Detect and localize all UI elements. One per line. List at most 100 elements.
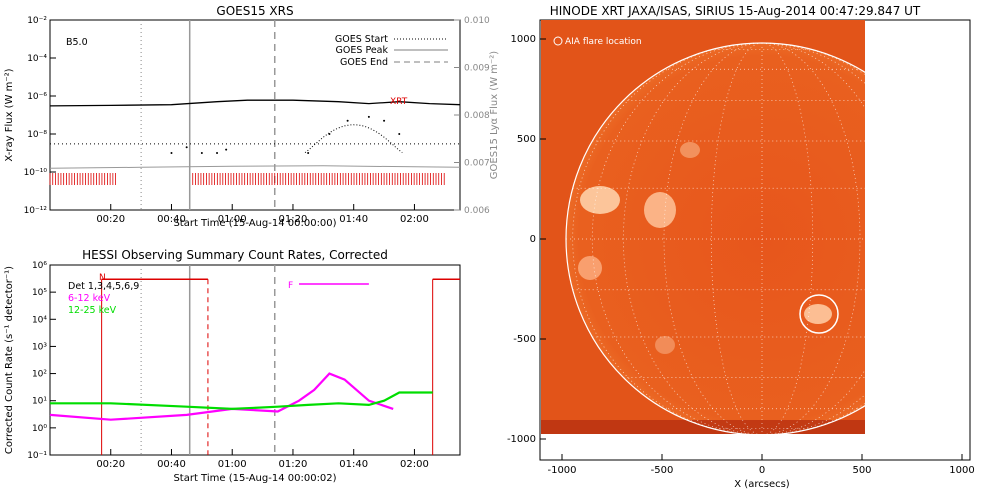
active-region-flare xyxy=(804,304,832,324)
xrt-x-tick-label: 500 xyxy=(852,465,871,476)
goes-x-tick-label: 01:00 xyxy=(218,214,247,225)
hessi-x-tick-label: 01:00 xyxy=(218,459,247,470)
goes-dot-point xyxy=(185,146,188,149)
xrt-x-tick-label: 0 xyxy=(759,465,765,476)
hessi-y-tick-label: 10⁰ xyxy=(32,424,47,434)
goes-y-tick-label: 10⁻¹² xyxy=(24,206,48,216)
goes-title: GOES15 XRS xyxy=(216,4,293,18)
hessi-series-12-25keV xyxy=(50,391,433,411)
goes-xlabel: Start Time (15-Aug-14 00:00:00) xyxy=(173,218,336,229)
active-region-1 xyxy=(580,186,620,214)
hessi-y-tick-label: 10⁴ xyxy=(32,315,47,325)
goes-plot-area xyxy=(49,20,461,210)
goes-legend-peak: GOES Peak xyxy=(336,45,389,56)
hessi-y-ticks: 10⁶ 10⁵ 10⁴ 10³ 10² 10¹ 10⁰ 10⁻¹ xyxy=(27,261,56,461)
hessi-y-tick-label: 10³ xyxy=(32,342,47,352)
goes-dot-point xyxy=(383,119,386,122)
active-region-2 xyxy=(644,192,676,228)
hessi-y-tick-label: 10¹ xyxy=(32,397,47,407)
goes-y-tick-label: 10⁻⁴ xyxy=(27,54,47,64)
goes-dot-point xyxy=(200,152,203,154)
xrt-title: HINODE XRT JAXA/ISAS, SIRIUS 15-Aug-2014… xyxy=(550,4,921,18)
hessi-y-tick-label: 10² xyxy=(32,370,47,380)
goes-class-label: B5.0 xyxy=(66,37,88,48)
grid-longitude xyxy=(663,42,763,434)
hessi-n-label: N xyxy=(99,273,106,283)
goes-legend-start: GOES Start xyxy=(335,34,388,45)
goes-dot-point xyxy=(307,152,310,154)
hessi-f-label: F xyxy=(288,281,293,291)
hessi-x-tick-label: 01:40 xyxy=(339,459,368,470)
hessi-x-tick-label: 00:20 xyxy=(96,459,125,470)
goes-xrt-series xyxy=(49,99,461,107)
hessi-y-tick-label: 10⁻¹ xyxy=(27,451,47,461)
xrt-x-ticks: -1000 -500 0 500 1000 xyxy=(547,454,975,476)
goes-dot-point xyxy=(398,133,401,135)
goes-ylabel-left: X-ray Flux (W m⁻²) xyxy=(4,68,15,161)
goes-legend: GOES Start GOES Peak GOES End xyxy=(335,34,448,68)
active-region-5 xyxy=(655,336,675,354)
goes-x-tick-label: 00:20 xyxy=(96,214,125,225)
hessi-legend-6-12: 6-12 keV xyxy=(68,293,111,304)
goes-lya-series xyxy=(49,165,461,169)
goes-x-tick-label: 00:40 xyxy=(157,214,186,225)
goes-y-tick-right-label: 0.009 xyxy=(464,64,490,74)
grid-longitude xyxy=(623,42,763,434)
hessi-axes-box xyxy=(49,264,461,456)
solar-limb xyxy=(565,42,959,436)
goes-axes-box xyxy=(49,19,461,211)
goes-dot-point xyxy=(367,115,370,118)
hessi-y-tick-label: 10⁵ xyxy=(32,288,47,298)
xrt-x-tick-label: -1000 xyxy=(547,465,576,476)
xrt-bottom-band xyxy=(541,420,865,434)
hessi-legend-det: Det 1,3,4,5,6,9 xyxy=(68,281,139,292)
xrt-y-tick-label: 500 xyxy=(517,134,536,145)
goes-x-tick-label: 01:20 xyxy=(279,214,308,225)
xrt-x-tick-label: 1000 xyxy=(949,465,974,476)
xrt-y-tick-label: -500 xyxy=(513,334,536,345)
active-region-3 xyxy=(578,256,602,280)
goes-y-tick-right-label: 0.006 xyxy=(464,206,490,216)
goes-y-tick-label: 10⁻⁶ xyxy=(27,92,47,102)
goes-xray-bump xyxy=(304,124,403,153)
hessi-legend-12-25: 12-25 keV xyxy=(68,305,117,316)
goes-y-tick-label: 10⁻² xyxy=(27,16,47,26)
goes-dot-point xyxy=(170,152,173,154)
aia-legend-circle xyxy=(553,36,563,46)
goes-dot-point xyxy=(216,152,219,154)
hessi-legend: Det 1,3,4,5,6,9 6-12 keV 12-25 keV xyxy=(68,281,139,316)
aia-flare-circle xyxy=(799,294,839,334)
goes-x-tick-label: 01:40 xyxy=(339,214,368,225)
xrt-y-ticks: 1000 500 0 -500 -1000 xyxy=(507,34,546,445)
xrt-image xyxy=(541,20,865,434)
hessi-ylabel: Corrected Count Rate (s⁻¹ detector⁻¹) xyxy=(4,266,15,454)
goes-ylabel-right: GOES15 Lyα Flux (W m⁻²) xyxy=(489,51,500,179)
goes-xrt-label: XRT xyxy=(390,97,408,107)
hessi-x-ticks: 00:20 00:40 01:00 01:20 01:40 02:00 xyxy=(96,449,429,470)
xrt-y-tick-label: 1000 xyxy=(511,34,536,45)
xrt-xlabel: X (arcsecs) xyxy=(734,479,790,490)
goes-legend-end: GOES End xyxy=(340,57,388,68)
xrt-x-tick-label: -500 xyxy=(651,465,674,476)
aia-label: AIA flare location xyxy=(565,37,642,47)
goes-x-tick-label: 02:00 xyxy=(400,214,429,225)
hessi-x-tick-label: 02:00 xyxy=(400,459,429,470)
goes-dot-point xyxy=(346,119,349,122)
goes-y-tick-label: 10⁻⁸ xyxy=(27,130,47,140)
hessi-xlabel: Start Time (15-Aug-14 00:00:02) xyxy=(173,473,336,484)
goes-y-ticks-left: 10⁻² 10⁻⁴ 10⁻⁶ 10⁻⁸ 10⁻¹⁰ 10⁻¹² xyxy=(24,16,56,216)
xrt-y-tick-label: -1000 xyxy=(507,434,536,445)
grid-longitude xyxy=(761,42,861,434)
hessi-series-6-12keV xyxy=(49,372,394,421)
hessi-title: HESSI Observing Summary Count Rates, Cor… xyxy=(82,248,388,262)
xrt-y-tick-label: 0 xyxy=(530,234,536,245)
hessi-plot-area xyxy=(49,265,460,455)
goes-y-tick-label: 10⁻¹⁰ xyxy=(24,168,48,178)
active-region-4 xyxy=(680,142,700,158)
hessi-x-tick-label: 00:40 xyxy=(157,459,186,470)
goes-y-tick-right-label: 0.008 xyxy=(464,111,490,121)
heliographic-grid xyxy=(566,42,865,434)
goes-y-tick-right-label: 0.010 xyxy=(464,16,490,26)
goes-x-ticks: 00:20 00:40 01:00 01:20 01:40 02:00 xyxy=(96,204,429,225)
